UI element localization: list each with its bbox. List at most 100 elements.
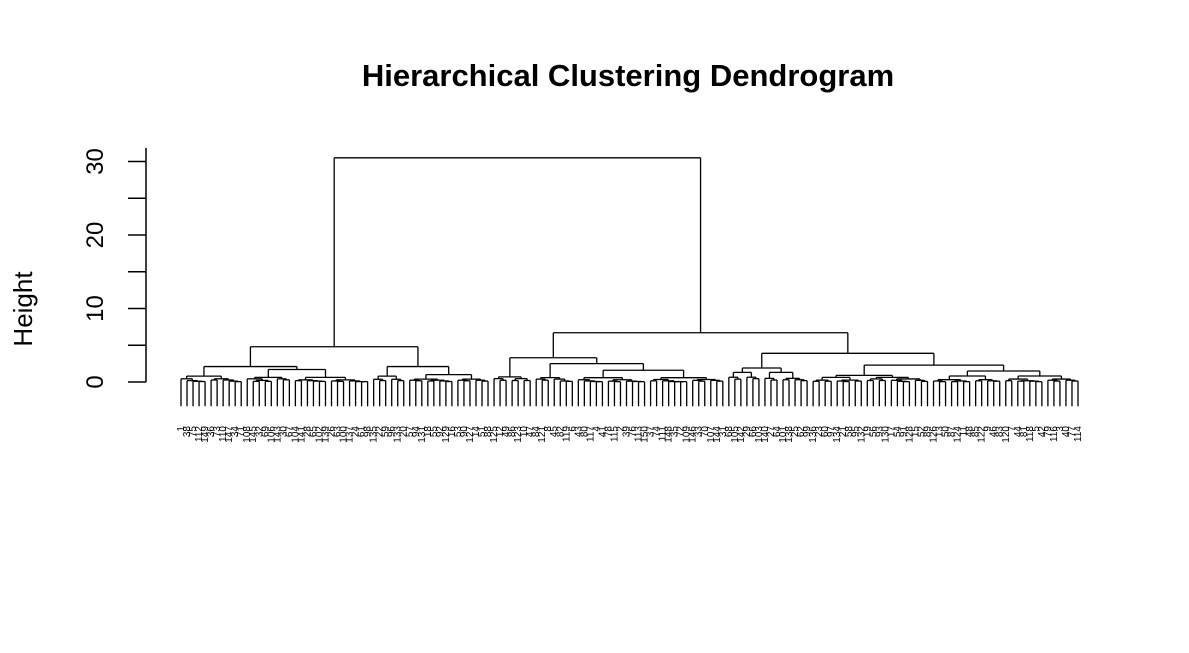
leaf-label: 11: [959, 426, 970, 437]
leaf-label: 145: [248, 426, 259, 443]
leaf-label: 19: [862, 426, 873, 438]
leaf-label: 108: [242, 426, 253, 443]
leaf-label: 47: [525, 426, 536, 438]
leaf-label: 7: [1007, 426, 1018, 432]
y-tick-label: 20: [82, 222, 109, 249]
leaf-label: 94: [411, 426, 422, 438]
leaf-label: 21: [838, 426, 849, 438]
leaf-label: 120: [1001, 426, 1012, 443]
leaf-label: 106: [266, 426, 277, 443]
leaf-label: 33: [694, 426, 705, 438]
leaf-label: 139: [320, 426, 331, 443]
leaf-label: 129: [441, 426, 452, 443]
leaf-labels: 1387511214936731101473471108145326910614…: [176, 426, 1084, 443]
leaf-label: 96: [387, 426, 398, 438]
leaf-label: 101: [778, 426, 789, 443]
leaf-label: 5: [1031, 426, 1042, 432]
leaf-label: 135: [369, 426, 380, 443]
leaf-label: 10: [519, 426, 530, 438]
leaf-label: 122: [977, 426, 988, 443]
leaf-label: 8: [543, 426, 554, 432]
leaf-label: 128: [904, 426, 915, 443]
leaf-label: 142: [736, 426, 747, 443]
leaf-label: 125: [489, 426, 500, 443]
y-tick-label: 30: [82, 148, 109, 175]
leaf-label: 61: [357, 426, 368, 438]
leaf-label: 116: [1049, 426, 1060, 442]
leaf-label: 50: [941, 426, 952, 438]
leaf-label: 111: [658, 426, 669, 442]
leaf-label: 113: [634, 426, 645, 442]
leaf-label: 13: [935, 426, 946, 438]
leaf-label: 81: [1019, 426, 1030, 438]
leaf-label: 56: [868, 426, 879, 438]
leaf-label: 55: [429, 426, 440, 438]
leaf-label: 24: [351, 426, 362, 438]
leaf-label: 69: [260, 426, 271, 438]
leaf-label: 51: [477, 426, 488, 438]
leaf-label: 84: [531, 426, 542, 438]
leaf-label: 65: [308, 426, 319, 438]
leaf-label: 117: [585, 426, 596, 442]
leaf-label: 53: [453, 426, 464, 438]
leaf-label: 90: [459, 426, 470, 438]
leaf-label: 12: [495, 426, 506, 438]
leaf-label: 41: [597, 426, 608, 438]
leaf-label: 92: [435, 426, 446, 438]
leaf-label: 64: [772, 426, 783, 438]
leaf-label: 77: [1067, 426, 1078, 438]
leaf-label: 146: [688, 426, 699, 443]
leaf-label: 15: [910, 426, 921, 438]
leaf-label: 42: [1037, 426, 1048, 438]
leaf-label: 144: [712, 426, 723, 443]
leaf-label: 143: [272, 426, 283, 443]
leaf-label: 121: [537, 426, 548, 443]
leaf-label: 102: [314, 426, 325, 443]
leaf-label: 43: [573, 426, 584, 438]
leaf-label: 68: [724, 426, 735, 438]
leaf-label: 137: [345, 426, 356, 443]
leaf-label: 26: [327, 426, 338, 438]
leaf-label: 136: [808, 426, 819, 443]
leaf-label: 133: [393, 426, 404, 443]
leaf-label: 20: [399, 426, 410, 438]
leaf-label: 30: [278, 426, 289, 438]
leaf-label: 140: [760, 426, 771, 443]
leaf-label: 14: [471, 426, 482, 438]
leaf-label: 37: [646, 426, 657, 438]
leaf-label: 58: [844, 426, 855, 438]
leaf-label: 70: [700, 426, 711, 438]
leaf-label: 52: [916, 426, 927, 438]
leaf-label: 17: [886, 426, 897, 438]
leaf-label: 141: [296, 426, 307, 443]
leaf-label: 91: [898, 426, 909, 438]
leaf-label: 71: [236, 426, 247, 438]
leaf-label: 2: [615, 426, 626, 432]
leaf-label: 54: [892, 426, 903, 438]
leaf-label: 74: [652, 426, 663, 438]
leaf-label: 79: [1043, 426, 1054, 438]
leaf-label: 48: [965, 426, 976, 438]
leaf-label: 85: [971, 426, 982, 438]
leaf-label: 6: [567, 426, 578, 432]
leaf-label: 110: [218, 426, 229, 442]
leaf-label: 29: [742, 426, 753, 438]
leaf-label: 95: [850, 426, 861, 438]
leaf-label: 78: [603, 426, 614, 438]
leaf-label: 109: [682, 426, 693, 443]
leaf-label: 83: [995, 426, 1006, 438]
leaf-label: 103: [754, 426, 765, 443]
leaf-label: 36: [206, 426, 217, 438]
leaf-label: 66: [748, 426, 759, 438]
leaf-label: 93: [874, 426, 885, 438]
leaf-label: 132: [856, 426, 867, 443]
y-tick-label: 0: [82, 375, 109, 388]
leaf-label: 4: [591, 426, 602, 432]
leaf-label: 150: [640, 426, 651, 443]
leaf-label: 38: [182, 426, 193, 438]
leaf-label: 59: [381, 426, 392, 438]
leaf-label: 123: [513, 426, 524, 443]
leaf-label: 127: [465, 426, 476, 443]
leaf-label: 67: [284, 426, 295, 438]
